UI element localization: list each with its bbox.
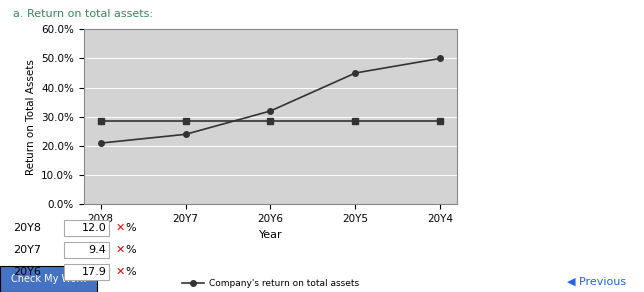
- Text: %: %: [126, 245, 136, 255]
- Text: 12.0: 12.0: [82, 223, 106, 233]
- Text: %: %: [126, 267, 136, 277]
- Text: 9.4: 9.4: [88, 245, 106, 255]
- Text: %: %: [126, 223, 136, 233]
- Text: 20Y6: 20Y6: [13, 267, 41, 277]
- Text: ◀ Previous: ◀ Previous: [567, 276, 626, 286]
- Legend: Company's return on total assets, Industry return on total assets: Company's return on total assets, Indust…: [178, 275, 363, 292]
- Text: ✕: ✕: [116, 245, 126, 255]
- Text: ✕: ✕: [116, 223, 126, 233]
- Text: 20Y8: 20Y8: [13, 223, 41, 233]
- Text: ✕: ✕: [116, 267, 126, 277]
- Text: a. Return on total assets:: a. Return on total assets:: [13, 9, 153, 19]
- Text: 17.9: 17.9: [81, 267, 106, 277]
- Y-axis label: Return on Total Assets: Return on Total Assets: [26, 59, 35, 175]
- Text: 20Y7: 20Y7: [13, 245, 41, 255]
- Text: Check My Work: Check My Work: [11, 274, 86, 284]
- X-axis label: Year: Year: [259, 230, 282, 240]
